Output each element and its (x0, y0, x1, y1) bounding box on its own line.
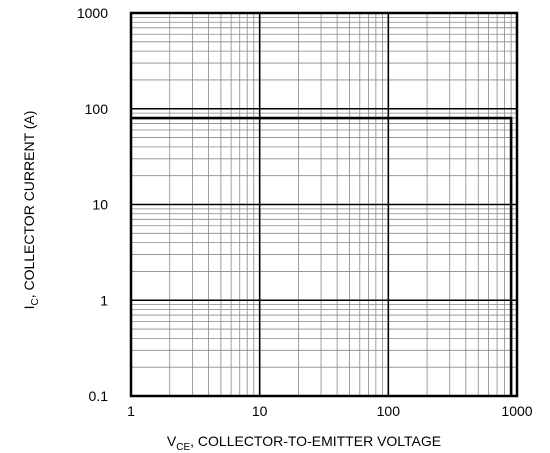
series-layer (131, 116, 513, 396)
x-tick-label: 100 (377, 403, 401, 419)
y-tick-label: 0.1 (89, 388, 109, 404)
x-tick-label: 10 (252, 403, 268, 419)
plot-frame (129, 11, 519, 398)
y-tick-labels: 0.1 1 10 100 1000 (77, 5, 108, 404)
soa-boundary-line (131, 116, 513, 396)
y-axis-label: IC, COLLECTOR CURRENT (A) (21, 111, 41, 310)
y-tick-label: 100 (85, 101, 109, 117)
y-tick-label: 1000 (77, 5, 108, 21)
x-tick-label: 1 (127, 403, 135, 419)
major-gridlines (131, 13, 517, 396)
y-tick-label: 10 (92, 197, 108, 213)
y-tick-label: 1 (100, 292, 108, 308)
x-axis-label: VCE, COLLECTOR-TO-EMITTER VOLTAGE (167, 433, 441, 453)
x-tick-label: 1000 (501, 403, 532, 419)
x-tick-labels: 1 10 100 1000 (127, 403, 533, 419)
